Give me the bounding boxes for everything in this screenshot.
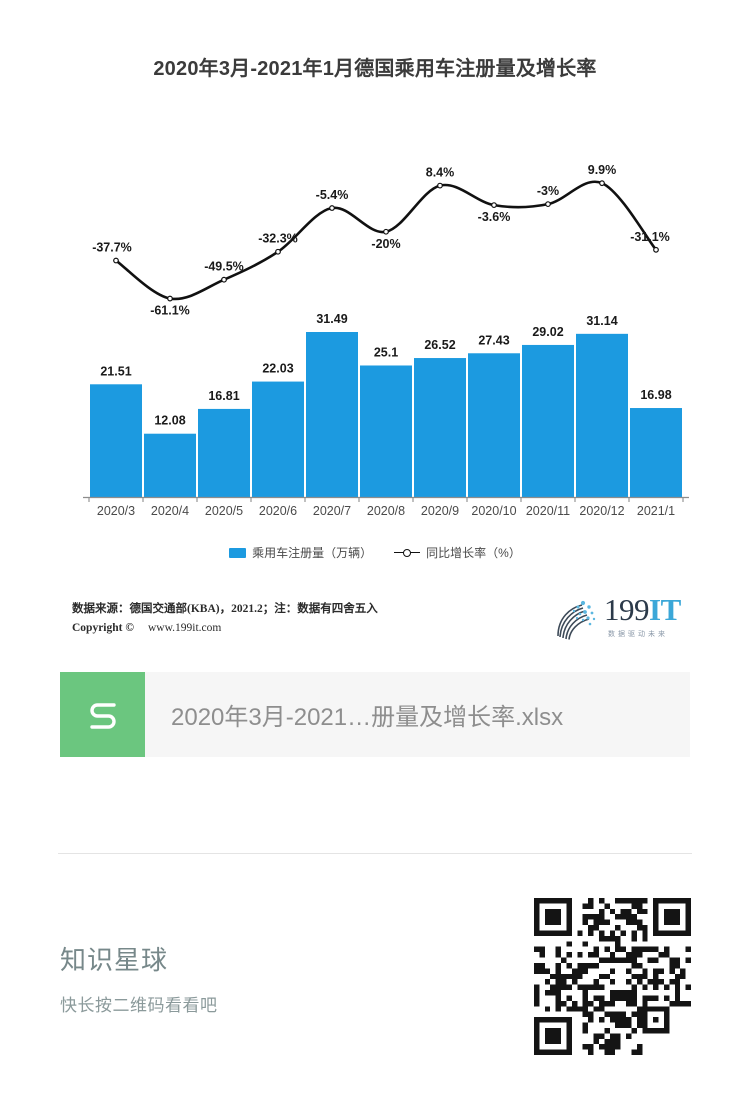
line-series-layer	[113, 180, 659, 302]
bar-2020/7	[306, 332, 358, 497]
chart-legend: 乘用车注册量（万辆） 同比增长率（%）	[0, 544, 750, 561]
x-tick-label-2020/6: 2020/6	[259, 504, 297, 518]
x-tick-label-2020/8: 2020/8	[367, 504, 405, 518]
line-point-2020/7	[329, 205, 335, 211]
x-tick-label-2020/10: 2020/10	[471, 504, 516, 518]
chart-plot-area: 21.51 12.08 16.81 22.03 31.49 25.1 26.52 27.43 2…	[83, 163, 689, 518]
line-value-label-2020/7: -5.4%	[316, 188, 349, 202]
file-name-label: 2020年3月-2021…册量及增长率.xlsx	[171, 704, 564, 731]
line-value-label-2020/6: -32.3%	[258, 232, 298, 246]
line-point-2021/1	[653, 246, 659, 253]
line-point-2020/11	[545, 201, 551, 208]
bar-2020/3	[90, 384, 142, 497]
line-point-2020/9	[437, 182, 443, 189]
line-value-labels-layer: -37.7% -61.1% -49.5% -32.3% -5.4% -20% 8.4% -3.…	[92, 163, 670, 317]
line-value-label-2020/11: -3%	[537, 184, 559, 198]
line-point-2020/10	[491, 202, 497, 209]
bar-2021/1	[630, 408, 682, 497]
legend-line-label: 同比增长率（%）	[426, 546, 521, 560]
bar-value-label-2021/1: 16.98	[640, 388, 671, 402]
logo-199-text: 199	[604, 592, 650, 627]
line-point-2020/4	[167, 295, 173, 302]
bar-2020/11	[522, 344, 574, 497]
legend-bar-swatch-icon	[229, 547, 247, 558]
chart-source-block: 数据来源：德国交通部(KBA)，2021.2；注：数据有四舍五入 Copyrig…	[72, 600, 378, 638]
data-source-text: 数据来源：德国交通部(KBA)，2021.2；注：数据有四舍五入	[72, 603, 378, 615]
legend-line-marker-icon	[394, 548, 421, 558]
x-tick-label-2020/9: 2020/9	[421, 504, 459, 518]
bar-value-label-2020/7: 31.49	[316, 312, 347, 326]
bar-2020/12	[576, 333, 628, 497]
line-point-2020/12	[599, 180, 605, 187]
qr-code-image[interactable]	[534, 898, 691, 1055]
line-value-label-2020/9: 8.4%	[426, 166, 455, 180]
chart-card: 2020年3月-2021年1月德国乘用车注册量及增长率 21.51 12.08 16…	[0, 58, 750, 644]
199it-logo: 199IT 数据驱动未来	[552, 592, 692, 644]
line-value-label-2020/4: -61.1%	[150, 304, 190, 318]
bar-value-labels-layer: 21.51 12.08 16.81 22.03 31.49 25.1 26.52 27.43 2…	[100, 312, 671, 428]
line-point-2020/6	[275, 248, 281, 255]
bar-2020/4	[144, 433, 196, 497]
bar-2020/8	[360, 365, 412, 497]
section-divider	[58, 853, 692, 854]
bar-value-label-2020/4: 12.08	[154, 414, 185, 428]
x-tick-label-2020/4: 2020/4	[151, 504, 189, 518]
file-attachment-card[interactable]: 2020年3月-2021…册量及增长率.xlsx	[60, 672, 690, 757]
bar-value-label-2020/5: 16.81	[208, 389, 239, 403]
bar-value-label-2020/3: 21.51	[100, 364, 131, 378]
promo-title: 知识星球	[60, 945, 169, 975]
bar-2020/9	[414, 358, 466, 497]
wps-spreadsheet-icon	[60, 672, 145, 757]
line-point-2020/3	[113, 257, 119, 264]
x-tick-label-2020/3: 2020/3	[97, 504, 135, 518]
bar-value-label-2020/11: 29.02	[532, 325, 563, 339]
bar-2020/6	[252, 381, 304, 497]
199it-logo-wordmark: 199IT	[604, 592, 681, 628]
chart-title: 2020年3月-2021年1月德国乘用车注册量及增长率	[153, 58, 597, 80]
line-value-label-2020/5: -49.5%	[204, 260, 244, 274]
category-tick-labels-layer: 2020/3 2020/4 2020/5 2020/6 2020/7 2020/8 2020…	[97, 504, 675, 518]
promo-subtitle: 快长按二维码看看吧	[60, 996, 218, 1015]
line-value-label-2020/8: -20%	[371, 237, 400, 251]
bar-2020/5	[198, 408, 250, 497]
legend-bar-label: 乘用车注册量（万辆）	[252, 546, 373, 560]
bar-value-label-2020/6: 22.03	[262, 362, 293, 376]
line-value-label-2020/10: -3.6%	[478, 210, 511, 224]
chart-svg: 21.51 12.08 16.81 22.03 31.49 25.1 26.52 27.43 2…	[83, 163, 689, 518]
x-tick-label-2020/11: 2020/11	[526, 504, 570, 518]
legend-item-line: 同比增长率（%）	[394, 544, 521, 561]
bar-value-label-2020/10: 27.43	[478, 333, 509, 347]
copyright-row: Copyright © www.199it.com	[72, 619, 378, 638]
line-value-label-2021/1: -31.1%	[630, 230, 670, 244]
x-tick-label-2020/12: 2020/12	[579, 504, 624, 518]
copyright-text: Copyright ©	[72, 622, 134, 634]
line-point-2020/8	[383, 228, 389, 235]
legend-item-bar: 乘用车注册量（万辆）	[229, 544, 372, 561]
199it-logo-mark-icon	[557, 600, 596, 640]
bar-value-label-2020/9: 26.52	[424, 338, 455, 352]
category-axis-layer	[83, 496, 689, 502]
line-value-label-2020/12: 9.9%	[588, 163, 617, 177]
bar-2020/10	[468, 353, 520, 497]
copyright-url: www.199it.com	[147, 622, 222, 634]
logo-it-text: IT	[649, 592, 681, 627]
x-tick-label-2020/7: 2020/7	[313, 504, 351, 518]
line-value-label-2020/3: -37.7%	[92, 241, 132, 255]
bar-series-layer	[90, 332, 682, 497]
199it-logo-tagline: 数据驱动未来	[608, 631, 668, 638]
line-point-2020/5	[221, 276, 227, 283]
x-tick-label-2021/1: 2021/1	[637, 504, 675, 518]
x-tick-label-2020/5: 2020/5	[205, 504, 243, 518]
bar-value-label-2020/8: 25.1	[374, 345, 398, 359]
letter-s-glyph-icon	[89, 702, 116, 729]
bar-value-label-2020/12: 31.14	[586, 314, 617, 328]
